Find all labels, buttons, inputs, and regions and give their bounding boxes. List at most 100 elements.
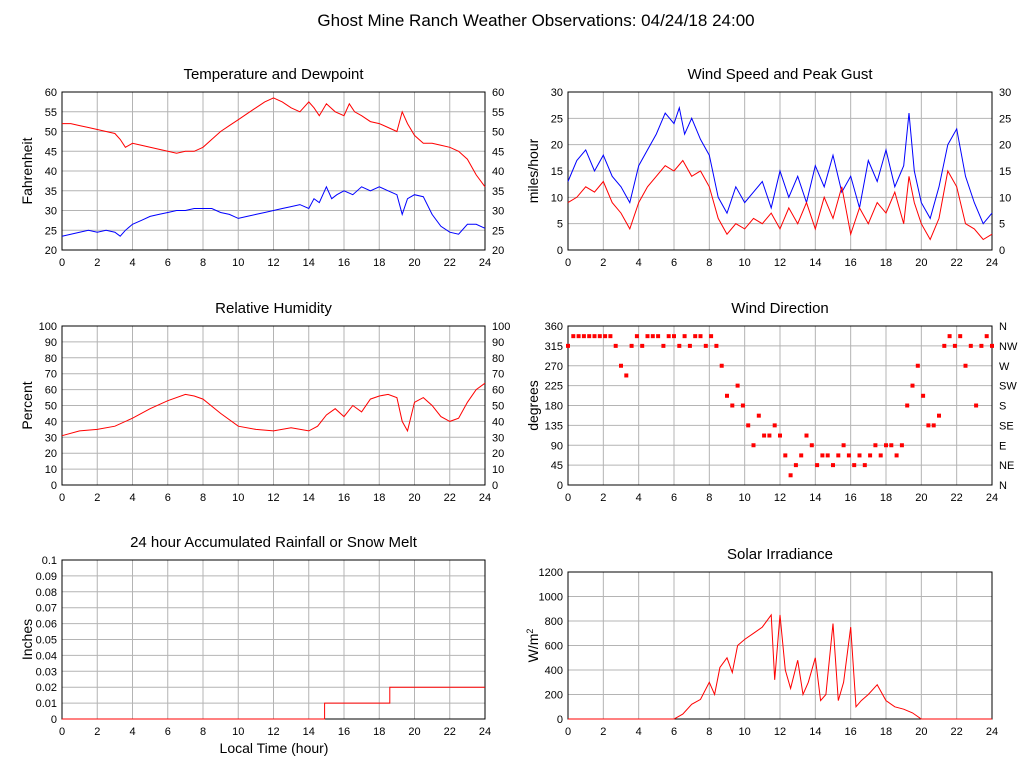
y-right-tick-label: 100 <box>492 321 510 333</box>
data-point <box>645 334 650 339</box>
y-right-label: W <box>999 361 1010 373</box>
x-tick-label: 6 <box>165 492 171 504</box>
data-point <box>974 403 979 408</box>
y-right-tick-label: 90 <box>492 337 504 349</box>
x-tick-label: 16 <box>845 257 857 269</box>
data-point <box>608 334 613 339</box>
data-point <box>831 463 835 468</box>
y-right-tick-label: 20 <box>999 140 1011 152</box>
x-tick-label: 4 <box>636 492 642 504</box>
x-tick-label: 18 <box>880 726 892 738</box>
y-right-tick-label: 25 <box>492 225 504 237</box>
x-tick-label: 22 <box>444 257 456 269</box>
x-tick-label: 8 <box>200 726 206 738</box>
data-point <box>841 443 846 448</box>
data-point <box>756 413 761 418</box>
y-tick-label: 600 <box>545 641 563 653</box>
data-point <box>619 363 623 368</box>
x-tick-label: 12 <box>774 726 786 738</box>
chart-title: Wind Speed and Peak Gust <box>687 66 873 83</box>
x-tick-label: 6 <box>671 492 677 504</box>
y-tick-label: 55 <box>45 107 57 119</box>
data-point <box>581 334 586 339</box>
data-point <box>952 343 957 348</box>
y-axis-label: miles/hour <box>525 138 541 203</box>
data-point <box>703 343 708 348</box>
series-line <box>61 185 486 237</box>
x-tick-label: 0 <box>59 257 65 269</box>
data-point <box>597 334 602 339</box>
y-axis-label: Percent <box>19 381 35 429</box>
x-tick-label: 20 <box>408 492 420 504</box>
y-tick-label: 45 <box>551 460 563 472</box>
x-tick-label: 24 <box>986 257 998 269</box>
x-tick-label: 12 <box>774 492 786 504</box>
x-tick-label: 10 <box>739 492 751 504</box>
data-point <box>725 393 729 398</box>
x-tick-label: 4 <box>129 726 135 738</box>
y-axis-label: degrees <box>525 380 541 431</box>
data-point <box>868 453 873 458</box>
data-point <box>682 334 687 339</box>
x-tick-label: 12 <box>774 257 786 269</box>
x-tick-label: 20 <box>915 726 927 738</box>
y-tick-label: 400 <box>545 665 563 677</box>
x-tick-label: 12 <box>267 726 279 738</box>
chart-title: Wind Direction <box>731 300 829 317</box>
y-tick-label: 70 <box>45 369 57 381</box>
data-point <box>846 453 851 458</box>
data-point <box>693 334 698 339</box>
data-point <box>958 334 963 339</box>
y-right-label: E <box>999 440 1006 452</box>
x-tick-label: 16 <box>845 726 857 738</box>
y-tick-label: 0.06 <box>36 619 57 631</box>
data-point <box>629 343 634 348</box>
y-tick-label: 20 <box>551 140 563 152</box>
x-tick-label: 22 <box>951 257 963 269</box>
y-tick-label: 0.02 <box>36 682 57 694</box>
y-tick-label: 0 <box>557 245 563 257</box>
data-point <box>921 393 926 398</box>
x-tick-label: 22 <box>951 726 963 738</box>
x-tick-label: 24 <box>479 492 491 504</box>
y-tick-label: 0.09 <box>36 571 57 583</box>
x-tick-label: 0 <box>565 726 571 738</box>
data-point <box>926 423 931 428</box>
data-point <box>767 433 772 438</box>
x-tick-label: 14 <box>809 257 821 269</box>
x-tick-label: 24 <box>986 726 998 738</box>
y-right-tick-label: 80 <box>492 353 504 365</box>
y-right-label: N <box>999 321 1007 333</box>
x-tick-label: 16 <box>338 257 350 269</box>
data-point <box>634 334 639 339</box>
y-tick-label: 0 <box>51 480 57 492</box>
y-tick-label: 80 <box>45 353 57 365</box>
x-tick-label: 12 <box>267 492 279 504</box>
x-tick-label: 14 <box>303 257 315 269</box>
y-right-tick-label: 40 <box>492 166 504 178</box>
y-right-tick-label: 60 <box>492 385 504 397</box>
data-point <box>772 423 777 428</box>
data-point <box>968 343 973 348</box>
y-right-label: SE <box>999 420 1014 432</box>
data-point <box>915 363 920 368</box>
y-right-tick-label: 5 <box>999 219 1005 231</box>
series-line <box>61 382 486 437</box>
y-axis-label: W/m2 <box>525 629 541 663</box>
y-right-tick-label: 25 <box>999 113 1011 125</box>
data-point <box>709 334 714 339</box>
x-tick-label: 24 <box>479 726 491 738</box>
x-tick-label: 8 <box>200 257 206 269</box>
data-point <box>740 403 745 408</box>
y-right-tick-label: 40 <box>492 416 504 428</box>
series-line <box>567 159 993 241</box>
data-point <box>910 383 915 388</box>
data-point <box>714 343 719 348</box>
data-point <box>984 334 989 339</box>
y-tick-label: 50 <box>45 401 57 413</box>
x-tick-label: 4 <box>129 257 135 269</box>
plot-frame <box>61 325 486 486</box>
x-tick-label: 8 <box>706 726 712 738</box>
